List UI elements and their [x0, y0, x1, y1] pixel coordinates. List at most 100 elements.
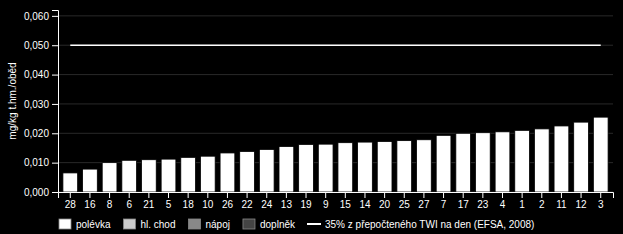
legend-swatch — [189, 219, 201, 229]
x-tick-label: 23 — [477, 199, 489, 210]
bar — [574, 122, 589, 192]
chart-svg: 2816862151810262224131991514202527717234… — [0, 0, 623, 234]
y-tick-label: 0,030 — [24, 99, 49, 110]
x-tick-label: 19 — [300, 199, 312, 210]
bar — [200, 156, 215, 192]
bar — [338, 143, 353, 192]
x-tick-label: 21 — [143, 199, 155, 210]
y-tick-mark — [52, 104, 58, 105]
y-tick-label: 0,040 — [24, 69, 49, 80]
y-tick: 0,010 — [24, 157, 58, 168]
y-tick-mark — [52, 75, 58, 76]
bar — [318, 144, 333, 192]
bar — [436, 135, 451, 192]
bar — [220, 153, 235, 192]
x-tick: 21 — [143, 192, 155, 210]
x-tick-mark — [306, 192, 307, 198]
grid-line — [58, 74, 613, 75]
x-tick: 1 — [519, 192, 525, 210]
legend-label: hl. chod — [140, 219, 175, 230]
bar — [141, 160, 156, 192]
x-tick-mark — [384, 192, 385, 198]
legend-item: hl. chod — [123, 219, 175, 230]
grid-line — [58, 103, 613, 104]
x-tick-mark — [247, 192, 248, 198]
x-axis: 2816862151810262224131991514202527717234… — [59, 192, 614, 210]
x-tick-mark — [581, 192, 582, 198]
x-tick-label: 12 — [576, 199, 588, 210]
x-tick-label: 4 — [500, 199, 506, 210]
x-tick-label: 15 — [340, 199, 352, 210]
x-tick: 26 — [222, 192, 234, 210]
legend-label: polévka — [76, 219, 111, 230]
bar — [534, 129, 549, 192]
x-tick: 17 — [458, 192, 470, 210]
x-tick: 23 — [477, 192, 489, 210]
y-tick: 0,040 — [24, 69, 58, 80]
x-tick-mark — [325, 192, 326, 198]
x-tick-mark — [188, 192, 189, 198]
grid — [58, 16, 613, 192]
x-tick-mark — [502, 192, 503, 198]
x-axis-line — [59, 193, 614, 199]
x-tick-label: 26 — [222, 199, 234, 210]
x-tick: 12 — [576, 192, 588, 210]
x-tick: 10 — [202, 192, 214, 210]
grid-line — [58, 45, 613, 46]
bar — [181, 157, 196, 192]
bar — [515, 130, 530, 192]
x-tick: 15 — [340, 192, 352, 210]
x-tick-mark — [600, 192, 601, 198]
x-tick-mark — [70, 192, 71, 198]
y-tick-mark — [52, 16, 58, 17]
x-tick: 20 — [379, 192, 391, 210]
reference-line — [70, 44, 600, 46]
x-tick-mark — [463, 192, 464, 198]
x-tick-label: 27 — [418, 199, 430, 210]
bar — [593, 117, 608, 192]
bar — [417, 140, 432, 192]
y-tick: 0,030 — [24, 99, 58, 110]
bar — [554, 126, 569, 192]
x-tick-mark — [286, 192, 287, 198]
legend-label: nápoj — [206, 219, 230, 230]
legend: polévka hl. chod nápoj doplněk 35% z přepočt… — [59, 219, 534, 230]
x-tick-label: 6 — [126, 199, 132, 210]
bar-series — [63, 117, 608, 192]
x-tick-mark — [109, 192, 110, 198]
x-tick-label: 25 — [399, 199, 411, 210]
bar — [475, 133, 490, 192]
x-tick-label: 8 — [107, 199, 113, 210]
x-tick-label: 7 — [441, 199, 447, 210]
x-tick-label: 5 — [166, 199, 172, 210]
x-tick-label: 22 — [242, 199, 254, 210]
x-tick: 13 — [281, 192, 293, 210]
x-tick-label: 2 — [539, 199, 545, 210]
x-tick: 19 — [300, 192, 312, 210]
legend-swatch — [243, 219, 255, 229]
y-axis-title: mg/kg t.hm./oběd — [7, 62, 18, 139]
x-tick-mark — [266, 192, 267, 198]
legend-swatch — [59, 219, 71, 229]
x-tick: 25 — [399, 192, 411, 210]
bar — [279, 147, 294, 193]
legend-label: doplněk — [260, 219, 296, 230]
x-tick-mark — [207, 192, 208, 198]
x-tick: 6 — [126, 192, 132, 210]
y-axis-line — [52, 11, 59, 193]
x-tick: 22 — [242, 192, 254, 210]
x-tick-label: 13 — [281, 199, 293, 210]
x-tick-mark — [404, 192, 405, 198]
x-tick-mark — [482, 192, 483, 198]
x-tick-label: 1 — [519, 199, 525, 210]
y-tick-mark — [52, 133, 58, 134]
y-tick-label: 0,020 — [24, 128, 49, 139]
x-tick: 2 — [539, 192, 545, 210]
y-tick: 0,000 — [24, 187, 58, 198]
y-tick-label: 0,000 — [24, 187, 49, 198]
x-tick: 27 — [418, 192, 430, 210]
x-tick-label: 20 — [379, 199, 391, 210]
x-tick-mark — [89, 192, 90, 198]
x-tick-mark — [129, 192, 130, 198]
legend-label: 35% z přepočteného TWI na den (EFSA, 200… — [325, 219, 534, 230]
